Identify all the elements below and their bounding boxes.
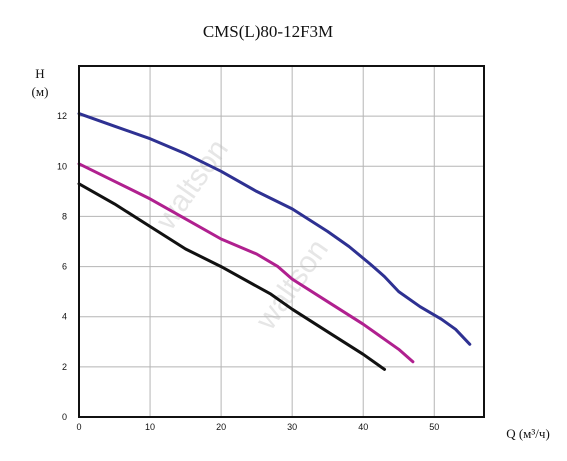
series-line-2 [77, 182, 386, 371]
y-tick-label-10: 10 [57, 161, 67, 171]
grid [78, 66, 484, 418]
series-line-1 [77, 162, 415, 364]
y-tick-label-0: 0 [62, 412, 67, 422]
x-tick-label-40: 40 [358, 422, 368, 432]
y-axis-unit: (м) [32, 84, 49, 99]
y-tick-label-4: 4 [62, 312, 67, 322]
plot-frame [78, 65, 485, 418]
y-tick-label-6: 6 [62, 262, 67, 272]
x-tick-label-50: 50 [429, 422, 439, 432]
series-layer [77, 112, 472, 371]
tick-labels: 0 10 20 30 40 50 0 2 4 6 8 10 12 [57, 111, 439, 432]
chart-title: CMS(L)80-12F3M [203, 22, 333, 41]
x-tick-label-10: 10 [145, 422, 155, 432]
series-line-0 [77, 112, 472, 346]
x-tick-label-30: 30 [287, 422, 297, 432]
x-axis-label: Q (м³/ч) [506, 426, 550, 441]
y-tick-label-12: 12 [57, 111, 67, 121]
y-tick-label-8: 8 [62, 211, 67, 221]
y-tick-label-2: 2 [62, 362, 67, 372]
x-tick-label-0: 0 [76, 422, 81, 432]
x-tick-label-20: 20 [216, 422, 226, 432]
y-axis-label: H [35, 66, 44, 81]
